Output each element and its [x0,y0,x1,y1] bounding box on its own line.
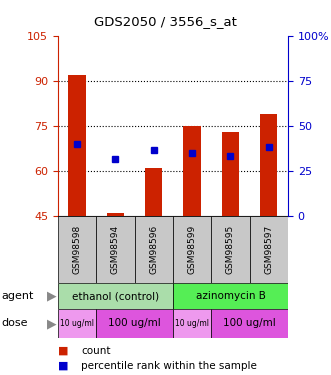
Bar [135,216,173,283]
Bar [96,309,173,338]
Bar [145,168,163,216]
Bar [173,216,211,283]
Text: GSM98594: GSM98594 [111,225,120,274]
Text: 10 ug/ml: 10 ug/ml [175,319,209,328]
Text: GDS2050 / 3556_s_at: GDS2050 / 3556_s_at [94,15,237,28]
Text: 10 ug/ml: 10 ug/ml [60,319,94,328]
Text: GSM98596: GSM98596 [149,225,158,274]
Bar [173,309,211,338]
Bar [183,126,201,216]
Bar [96,216,135,283]
Bar [260,114,277,216]
Text: GSM98597: GSM98597 [264,225,273,274]
Text: ■: ■ [58,346,69,355]
Bar [58,309,96,338]
Text: dose: dose [2,318,28,328]
Text: agent: agent [2,291,34,301]
Bar [69,75,86,216]
Bar [58,283,173,309]
Text: GSM98595: GSM98595 [226,225,235,274]
Bar [211,216,250,283]
Bar [222,132,239,216]
Bar [250,216,288,283]
Text: ■: ■ [58,361,69,370]
Text: 100 ug/ml: 100 ug/ml [108,318,161,328]
Text: ▶: ▶ [46,290,56,303]
Text: percentile rank within the sample: percentile rank within the sample [81,361,257,370]
Bar [211,309,288,338]
Text: azinomycin B: azinomycin B [196,291,265,301]
Text: count: count [81,346,111,355]
Text: ethanol (control): ethanol (control) [72,291,159,301]
Bar [173,283,288,309]
Text: GSM98598: GSM98598 [72,225,82,274]
Text: 100 ug/ml: 100 ug/ml [223,318,276,328]
Text: GSM98599: GSM98599 [188,225,197,274]
Text: ▶: ▶ [46,317,56,330]
Bar [58,216,96,283]
Bar [107,213,124,216]
